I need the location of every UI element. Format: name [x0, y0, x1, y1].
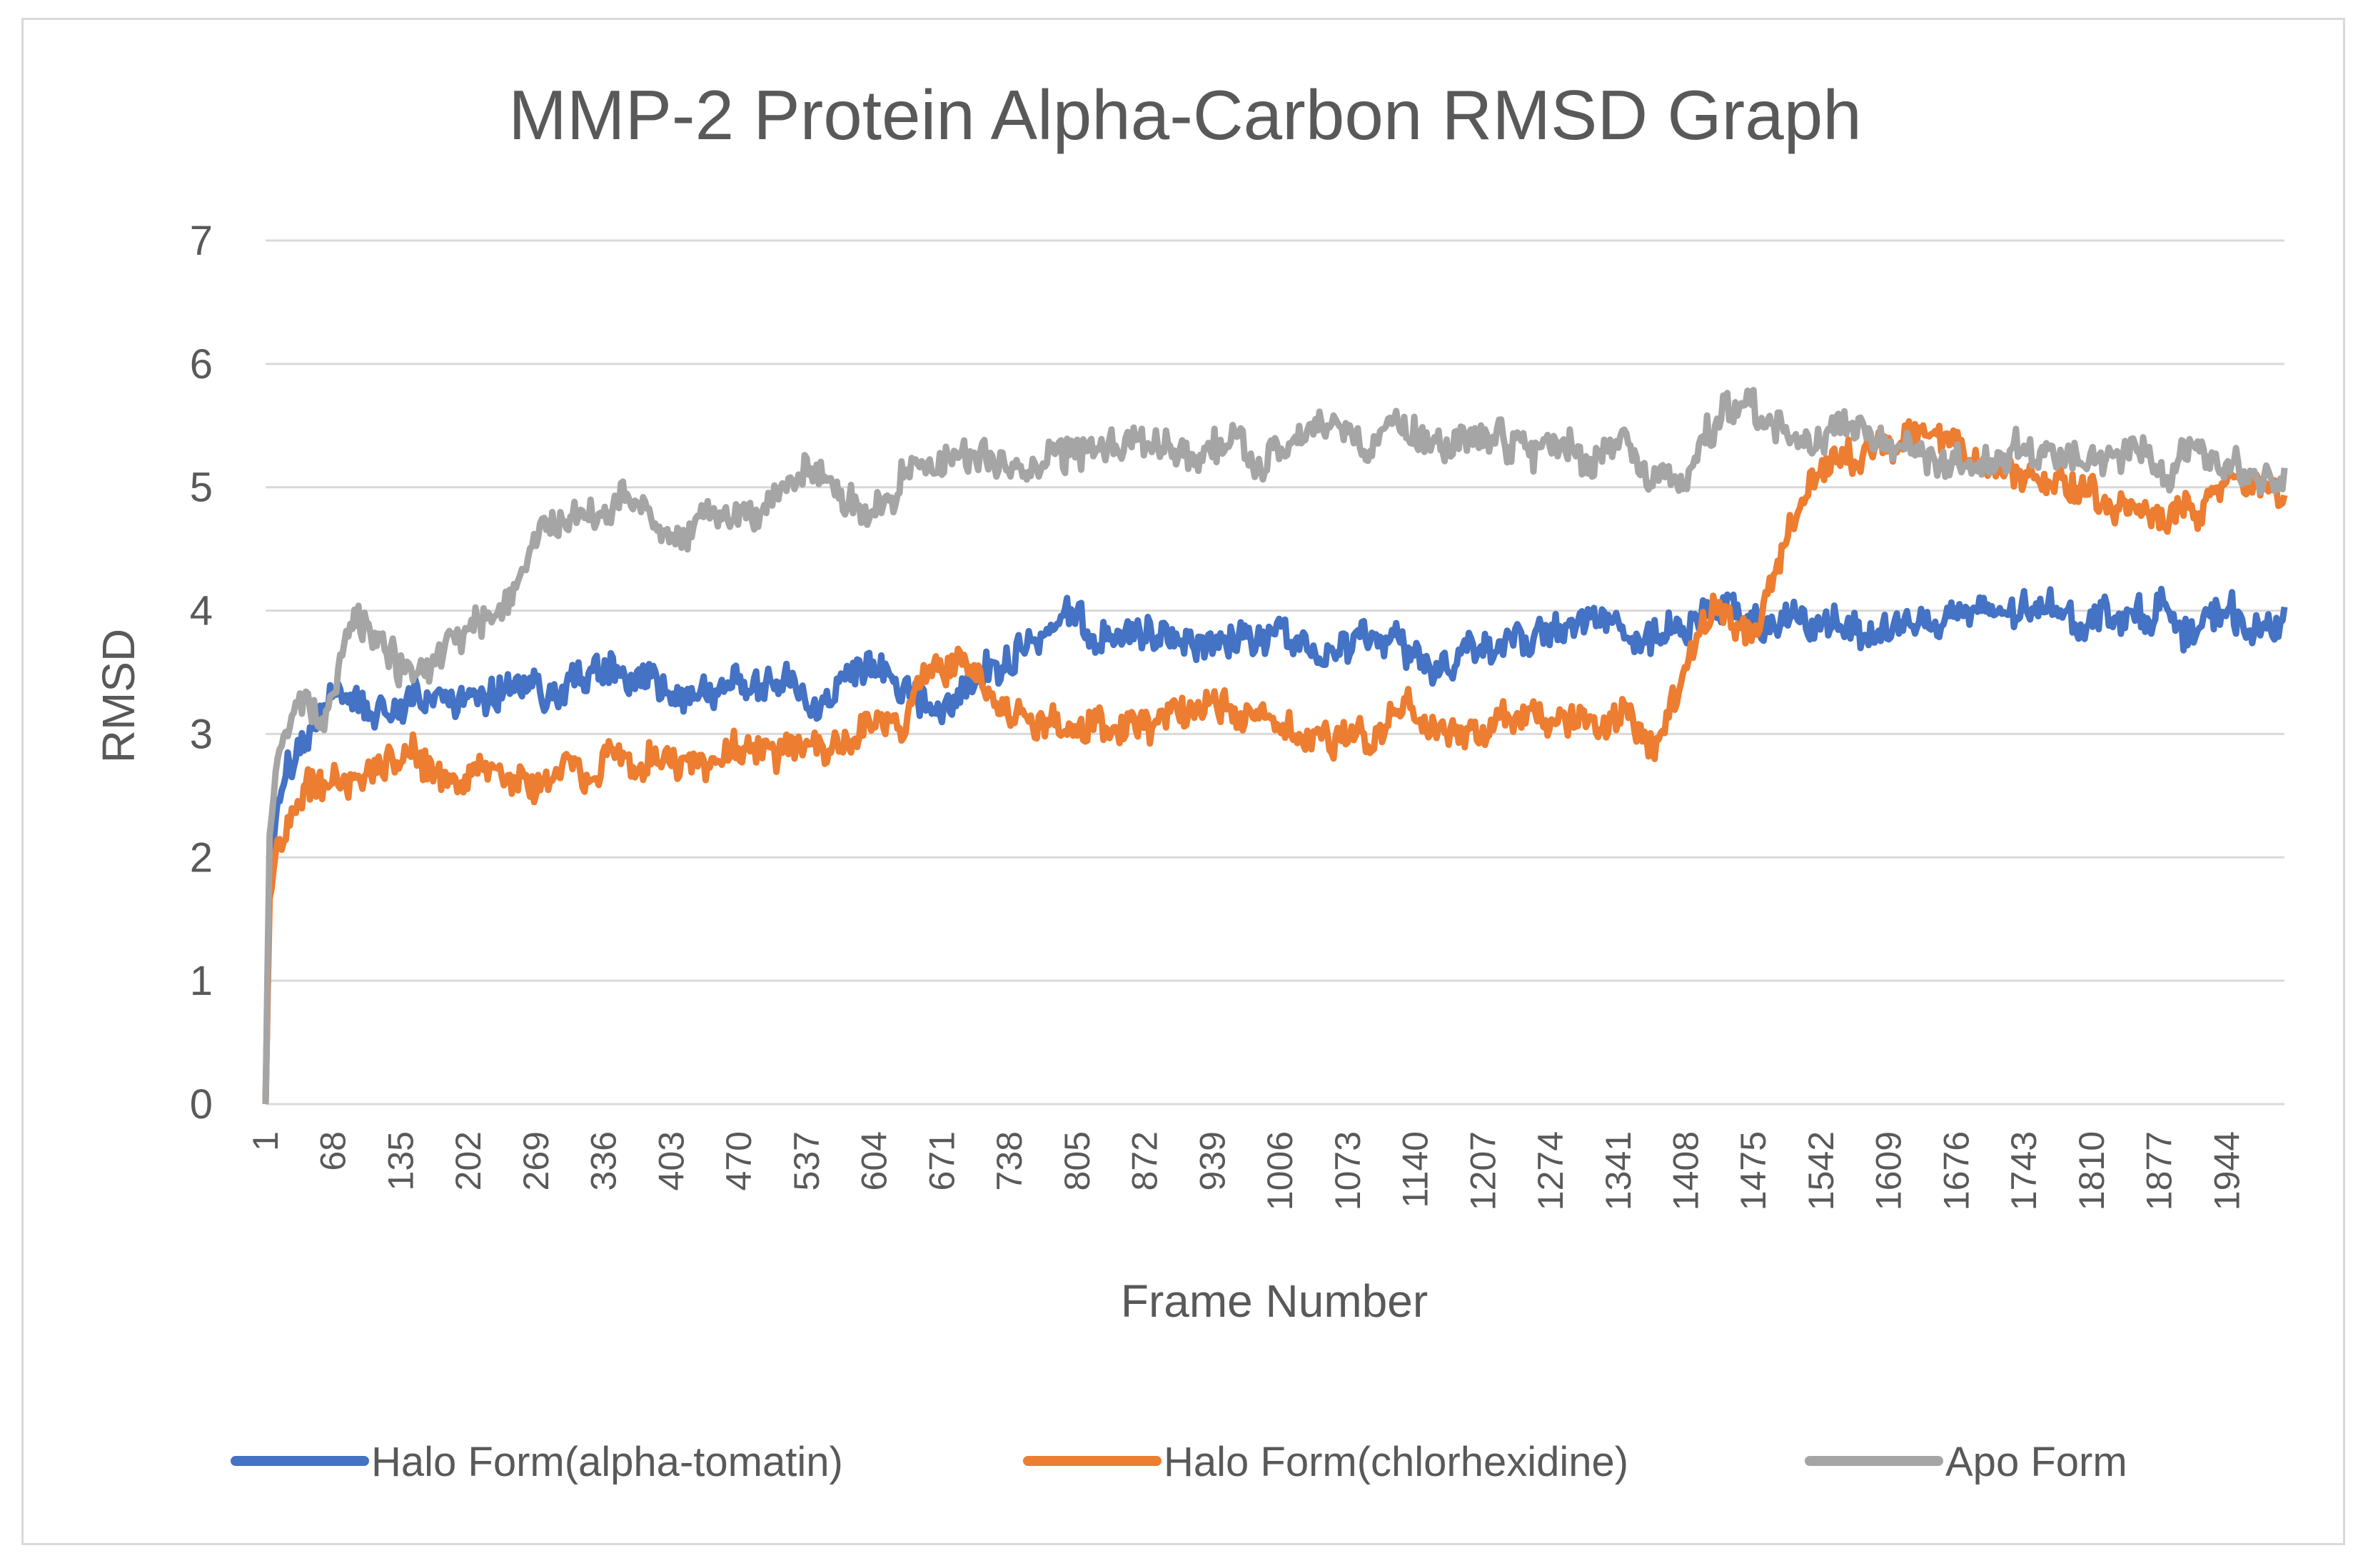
series-line: [262, 585, 2288, 1105]
x-tick-label: 1676: [1936, 1131, 1976, 1210]
x-tick-label: 671: [922, 1131, 962, 1190]
x-tick-label: 1810: [2072, 1131, 2112, 1210]
y-axis-ticks: 0 1 2 3 4 5 6 7: [190, 218, 213, 1128]
y-tick-label: 4: [190, 588, 213, 634]
x-tick-label: 269: [516, 1131, 556, 1190]
x-tick-label: 1475: [1733, 1131, 1773, 1210]
x-tick-label: 1408: [1666, 1131, 1706, 1210]
x-tick-label: 1: [246, 1131, 286, 1151]
y-tick-label: 2: [190, 834, 213, 881]
x-tick-label: 403: [651, 1131, 691, 1190]
x-axis-label: Frame Number: [1121, 1275, 1428, 1327]
y-tick-label: 6: [190, 341, 213, 388]
x-tick-label: 202: [448, 1131, 488, 1190]
gridlines: [266, 239, 2284, 1106]
x-tick-label: 336: [584, 1131, 624, 1190]
y-tick-label: 0: [190, 1081, 213, 1128]
x-tick-label: 135: [381, 1131, 420, 1190]
x-tick-label: 1542: [1801, 1131, 1841, 1210]
series-line: [262, 418, 2288, 1105]
x-tick-label: 1609: [1869, 1131, 1909, 1210]
y-tick-label: 7: [190, 218, 213, 264]
x-tick-label: 1006: [1260, 1131, 1300, 1210]
x-tick-label: 738: [989, 1131, 1029, 1190]
x-tick-label: 1743: [2004, 1131, 2044, 1210]
x-tick-label: 1207: [1463, 1131, 1503, 1210]
legend: Halo Form(alpha-tomatin) Halo Form(chlorh…: [231, 1439, 2127, 1485]
legend-label: Halo Form(chlorhexidine): [1164, 1439, 1628, 1485]
x-tick-label: 939: [1192, 1131, 1232, 1190]
x-tick-label: 1877: [2140, 1131, 2180, 1210]
x-tick-label: 537: [787, 1131, 827, 1190]
x-tick-label: 1073: [1328, 1131, 1368, 1210]
x-tick-label: 1944: [2207, 1131, 2247, 1210]
x-tick-label: 1140: [1396, 1131, 1436, 1208]
x-tick-label: 604: [855, 1131, 895, 1190]
x-tick-label: 68: [313, 1131, 353, 1171]
chart-container: [21, 18, 2345, 1545]
series-line: [262, 387, 2288, 1105]
legend-label: Halo Form(alpha-tomatin): [371, 1439, 843, 1485]
x-tick-label: 1341: [1598, 1131, 1638, 1210]
y-tick-label: 5: [190, 465, 213, 511]
x-tick-label: 1274: [1531, 1131, 1571, 1210]
x-tick-label: 470: [719, 1131, 759, 1190]
y-tick-label: 1: [190, 958, 213, 1004]
chart-title: MMP-2 Protein Alpha-Carbon RMSD Graph: [508, 76, 1861, 154]
legend-label: Apo Form: [1945, 1439, 2127, 1485]
x-tick-label: 872: [1125, 1131, 1165, 1190]
y-tick-label: 3: [190, 711, 213, 757]
x-axis-ticks: 1 68 135 202 269 336 403 470 537 604 671 738 805 872 9…: [246, 1131, 2247, 1210]
x-tick-label: 805: [1057, 1131, 1097, 1190]
series-lines: [262, 387, 2288, 1105]
y-axis-label: RMSD: [93, 629, 144, 763]
